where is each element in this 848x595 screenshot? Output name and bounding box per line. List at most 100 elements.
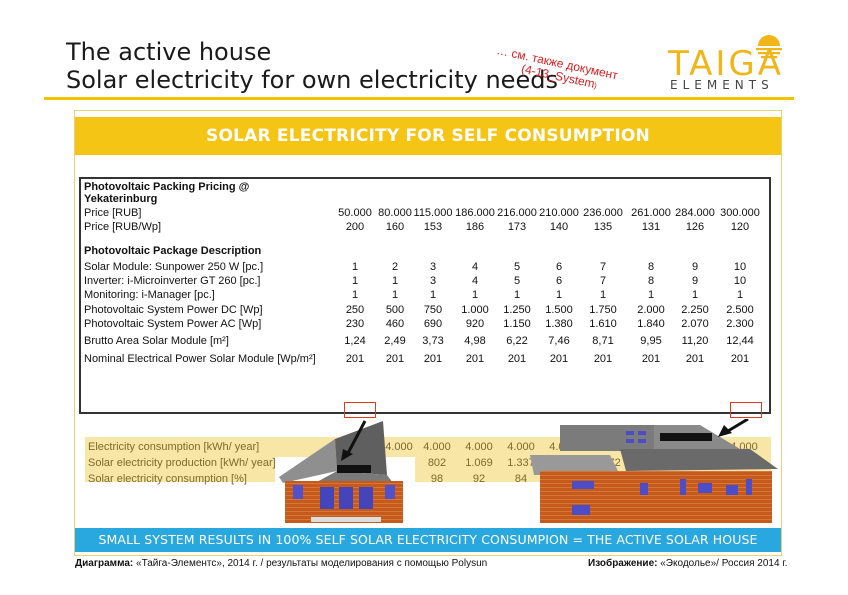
table-cell: 2	[391, 261, 399, 273]
table-cell: 1	[351, 261, 359, 273]
table-cell: 3	[429, 275, 437, 287]
table-cell: 1.750	[589, 304, 617, 316]
table-row: Solar Module: Sunpower 250 W [pc.] 1 2 3 4 5 6…	[81, 260, 769, 275]
table-cell: 236.000	[583, 207, 623, 219]
conclusion-banner: SMALL SYSTEM RESULTS IN 100% SELF SOLAR …	[75, 528, 781, 552]
solar-panel-right	[660, 433, 712, 441]
table-cell: 1	[351, 275, 359, 287]
table-cell: 1.337	[507, 457, 535, 469]
table-cell: 8	[647, 275, 655, 287]
table-cell: 1	[471, 289, 479, 301]
table-heading-row: Yekaterinburg	[81, 192, 769, 207]
footer-image-credit: Изображение: «Экодолье»/ Россия 2014 г.	[588, 558, 788, 569]
highlight-box-first	[344, 402, 376, 418]
arrow-head-right	[718, 425, 732, 437]
row-label: Photovoltaic System Power DC [Wp]	[84, 304, 263, 316]
table-cell: 4.000	[423, 441, 451, 453]
table-heading-2: Photovoltaic Package Description	[84, 245, 262, 257]
pointer-arrow-left	[345, 420, 367, 456]
table-row: Price [RUB/Wp] 200 160 153 186 173 140 135 131 12…	[81, 220, 769, 235]
title-line-1: The active house	[66, 38, 272, 66]
table-row: Brutto Area Solar Module [m²] 1,24 2,49 3,7…	[81, 334, 769, 349]
table-cell: 201	[345, 353, 365, 365]
table-cell: 9	[691, 275, 699, 287]
skylight-shapes-right	[626, 431, 646, 443]
table-cell: 500	[385, 304, 405, 316]
table-cell: 1.610	[589, 318, 617, 330]
table-cell: 920	[465, 318, 485, 330]
footer-image-text: «Экодолье»/ Россия 2014 г.	[660, 558, 788, 569]
table-cell: 6,22	[506, 335, 528, 347]
table-cell: 80.000	[378, 207, 412, 219]
content-panel: SOLAR ELECTRICITY FOR SELF CONSUMPTION E…	[74, 110, 782, 556]
table-cell: 7	[599, 275, 607, 287]
table-cell: 201	[685, 353, 705, 365]
table-cell: 7	[599, 261, 607, 273]
table-cell: 10	[733, 261, 747, 273]
table-cell: 200	[345, 221, 365, 233]
table-cell: 300.000	[720, 207, 760, 219]
table-cell: 9	[691, 261, 699, 273]
table-cell: 261.000	[631, 207, 671, 219]
table-cell: 201	[593, 353, 613, 365]
table-cell: 126	[685, 221, 705, 233]
table-cell: 1.380	[545, 318, 573, 330]
table-cell: 1	[691, 289, 699, 301]
arrow-head-left	[341, 449, 353, 461]
table-cell: 1.500	[545, 304, 573, 316]
table-cell: 4	[471, 261, 479, 273]
row-label: Price [RUB]	[84, 207, 142, 219]
footer-diagram-text: «Тайга-Элементс», 2014 г. / результаты м…	[136, 558, 488, 569]
table-cell: 1.000	[461, 304, 489, 316]
panel-title: SOLAR ELECTRICITY FOR SELF CONSUMPTION	[75, 117, 781, 155]
table-cell: 201	[730, 353, 750, 365]
table-cell: 5	[513, 275, 521, 287]
highlight-box-last	[730, 402, 762, 418]
table-cell: 230	[345, 318, 365, 330]
table-cell: 3	[429, 261, 437, 273]
table-heading-1a: Photovoltaic Packing Pricing @	[84, 181, 250, 193]
table-cell: 120	[730, 221, 750, 233]
table-cell: 1	[513, 289, 521, 301]
table-cell: 2.300	[726, 318, 754, 330]
table-cell: 750	[423, 304, 443, 316]
table-cell: 1	[647, 289, 655, 301]
table-cell: 216.000	[497, 207, 537, 219]
table-cell: 4.000	[507, 441, 535, 453]
table-cell: 1	[391, 275, 399, 287]
table-cell: 1.250	[503, 304, 531, 316]
table-cell: 2.000	[637, 304, 665, 316]
title-line-2: Solar electricity for own electricity ne…	[66, 66, 558, 94]
table-cell: 1.150	[503, 318, 531, 330]
table-cell: 201	[465, 353, 485, 365]
table-cell: 12,44	[726, 335, 754, 347]
wall-shape-right	[540, 471, 772, 523]
table-cell: 201	[549, 353, 569, 365]
table-cell: 2.070	[681, 318, 709, 330]
table-cell: 4	[471, 275, 479, 287]
table-cell: 9,95	[640, 335, 662, 347]
table-cell: 153	[423, 221, 443, 233]
table-cell: 201	[641, 353, 661, 365]
table-cell: 50.000	[338, 207, 372, 219]
table-cell: 84	[514, 473, 528, 485]
table-cell: 201	[423, 353, 443, 365]
taiga-elements-logo: TAIGA ELEMENTS	[660, 32, 810, 94]
table-cell: 7,46	[548, 335, 570, 347]
table-row: Price [RUB] 50.000 80.000 115.000 186.000 216…	[81, 206, 769, 221]
table-cell: 2,49	[384, 335, 406, 347]
table-cell: 186.000	[455, 207, 495, 219]
table-cell: 250	[345, 304, 365, 316]
table-cell: 186	[465, 221, 485, 233]
table-cell: 1	[429, 289, 437, 301]
table-cell: 201	[507, 353, 527, 365]
pointer-arrow-right	[727, 419, 749, 433]
table-cell: 2.250	[681, 304, 709, 316]
table-cell: 98	[430, 473, 444, 485]
reference-note-paren: )	[593, 81, 598, 91]
sun-logo-icon	[756, 35, 782, 59]
footer-diagram-credit: Диаграмма: «Тайга-Элементс», 2014 г. / р…	[75, 558, 487, 569]
table-cell: 6	[555, 275, 563, 287]
footer-image-label: Изображение:	[588, 558, 658, 569]
row-label: Solar Module: Sunpower 250 W [pc.]	[84, 261, 264, 273]
